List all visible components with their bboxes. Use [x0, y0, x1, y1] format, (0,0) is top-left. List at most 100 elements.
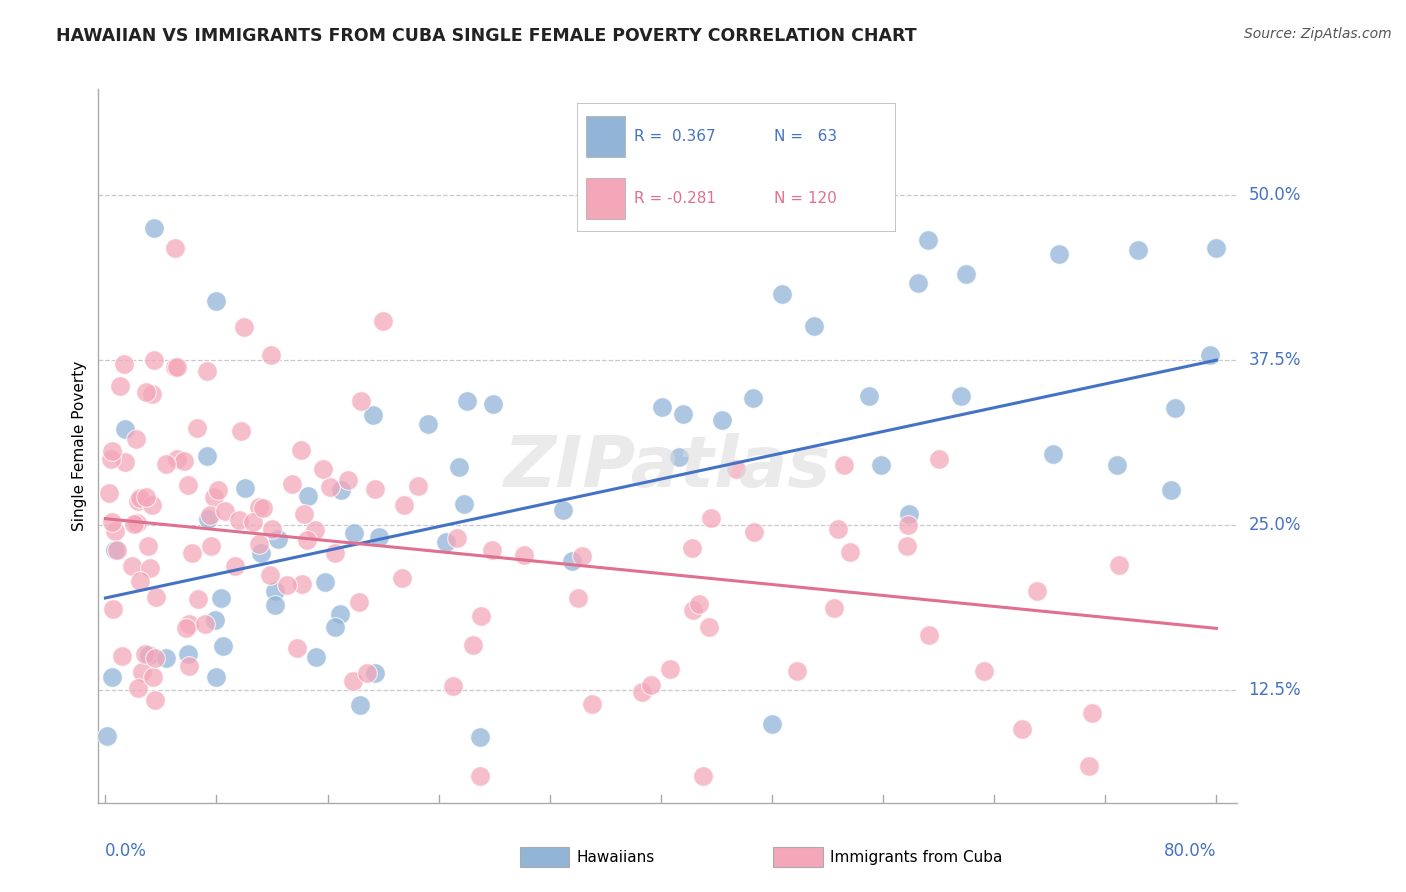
Point — [1205, 241, 1227, 255]
Point — [101, 443, 124, 458]
Point — [441, 679, 464, 693]
Point — [406, 478, 429, 492]
Point — [124, 516, 146, 531]
Point — [329, 607, 352, 621]
Point — [571, 549, 593, 563]
Point — [697, 620, 720, 634]
Point — [918, 628, 941, 642]
Point — [291, 576, 314, 591]
Point — [145, 590, 167, 604]
Point — [312, 462, 335, 476]
Point — [470, 608, 492, 623]
Point — [252, 501, 274, 516]
Point — [235, 481, 257, 495]
Point — [481, 542, 503, 557]
Point — [350, 394, 373, 409]
Point — [692, 769, 714, 783]
Point — [640, 677, 662, 691]
Point — [198, 508, 221, 522]
Point — [699, 511, 721, 525]
Point — [928, 452, 950, 467]
Point — [114, 455, 136, 469]
Point — [104, 524, 127, 538]
Point — [143, 221, 166, 235]
Text: 80.0%: 80.0% — [1164, 842, 1216, 860]
Point — [260, 348, 283, 362]
Point — [1126, 243, 1149, 257]
Point — [139, 561, 162, 575]
Point — [955, 267, 977, 281]
Point — [561, 554, 583, 568]
Point — [177, 617, 200, 632]
Point — [135, 490, 157, 504]
Point — [173, 454, 195, 468]
Point — [205, 293, 228, 308]
Point — [125, 433, 148, 447]
Point — [682, 603, 704, 617]
Point — [214, 504, 236, 518]
Point — [553, 502, 575, 516]
Point — [364, 665, 387, 680]
Point — [803, 319, 825, 334]
Point — [138, 648, 160, 662]
Point — [742, 391, 765, 405]
Point — [166, 451, 188, 466]
Point — [449, 460, 471, 475]
Point — [141, 498, 163, 512]
Point — [907, 276, 929, 290]
Point — [323, 620, 346, 634]
Point — [742, 524, 765, 539]
Point — [870, 458, 893, 472]
Point — [827, 522, 849, 536]
Point — [1026, 584, 1049, 599]
Point — [512, 548, 534, 562]
Point — [143, 693, 166, 707]
Point — [96, 730, 118, 744]
Point — [453, 498, 475, 512]
Point — [898, 507, 921, 521]
Point — [194, 616, 217, 631]
Point — [858, 389, 880, 403]
Text: 50.0%: 50.0% — [1249, 186, 1301, 204]
Point — [181, 545, 204, 559]
Point — [470, 769, 492, 783]
Point — [446, 531, 468, 545]
Point — [121, 559, 143, 574]
Point — [349, 595, 371, 609]
Point — [917, 234, 939, 248]
Point — [264, 598, 287, 612]
Point — [212, 639, 235, 653]
Point — [101, 670, 124, 684]
Point — [163, 359, 186, 374]
Point — [416, 417, 439, 431]
Point — [290, 442, 312, 457]
Point — [1080, 706, 1102, 720]
Point — [1078, 759, 1101, 773]
Point — [631, 685, 654, 699]
Point — [361, 408, 384, 422]
Point — [456, 394, 478, 409]
Point — [329, 483, 352, 497]
Point — [319, 480, 342, 494]
Point — [949, 389, 972, 403]
Point — [356, 666, 378, 681]
Point — [651, 401, 673, 415]
Point — [242, 515, 264, 529]
Point — [200, 539, 222, 553]
Point — [1160, 483, 1182, 498]
Point — [304, 650, 326, 665]
Point — [209, 591, 232, 605]
Point — [224, 559, 246, 574]
Point — [281, 477, 304, 491]
Point — [176, 621, 198, 635]
Point — [1047, 247, 1070, 261]
Point — [581, 698, 603, 712]
Point — [823, 601, 845, 615]
Point — [392, 498, 415, 512]
Text: HAWAIIAN VS IMMIGRANTS FROM CUBA SINGLE FEMALE POVERTY CORRELATION CHART: HAWAIIAN VS IMMIGRANTS FROM CUBA SINGLE … — [56, 27, 917, 45]
Point — [336, 473, 359, 487]
Point — [839, 545, 862, 559]
Point — [285, 640, 308, 655]
Point — [832, 458, 855, 472]
Point — [101, 602, 124, 616]
